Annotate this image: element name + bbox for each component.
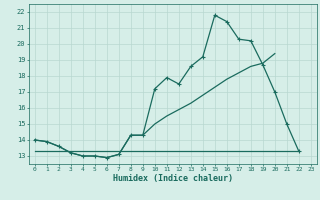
X-axis label: Humidex (Indice chaleur): Humidex (Indice chaleur) — [113, 174, 233, 183]
